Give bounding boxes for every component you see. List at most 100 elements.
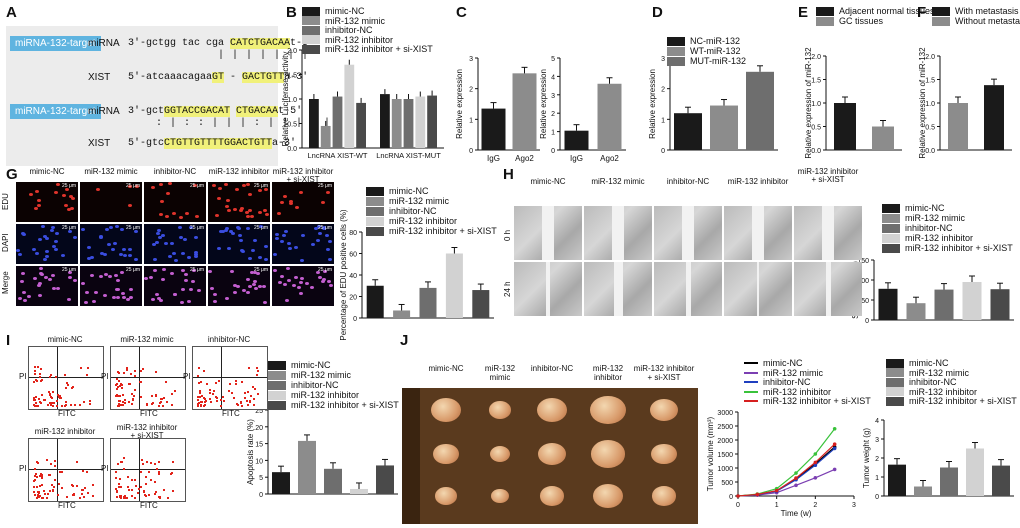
cell-nucleus (103, 293, 108, 297)
cell-nucleus (37, 198, 42, 202)
bar (366, 285, 384, 318)
event-dot (222, 395, 225, 398)
column-header: miR-132 mimic (591, 177, 645, 186)
cell-nucleus (53, 247, 58, 251)
tumor-group-title: mimic-NC (428, 364, 464, 373)
legend-label: miR-132 inhibitor + si-XIST (291, 400, 399, 410)
cell-nucleus (20, 279, 25, 283)
event-dot (197, 366, 200, 369)
cell-nucleus (51, 286, 56, 290)
flow-plot (28, 346, 104, 410)
x-tick-label: 0 (736, 502, 740, 509)
cell-nucleus (184, 279, 189, 283)
legend-entry-h: inhibitor-NC (882, 223, 953, 233)
event-dot (214, 381, 217, 384)
scale-bar-label: 25 μm (190, 267, 204, 273)
cell-nucleus (189, 288, 194, 292)
cell-nucleus (53, 190, 58, 194)
bar (391, 99, 402, 148)
scratch-gap (825, 262, 831, 316)
event-dot (197, 404, 200, 407)
event-dot (123, 399, 126, 402)
cell-nucleus (45, 237, 50, 240)
event-dot (235, 380, 238, 383)
cell-nucleus (232, 291, 237, 295)
legend-entry-g: mimic-NC (366, 186, 429, 196)
event-dot (43, 490, 46, 493)
event-dot (208, 397, 211, 400)
cell-nucleus (168, 182, 173, 186)
event-dot (51, 396, 54, 399)
cell-nucleus (61, 253, 66, 257)
scratch-image (654, 206, 722, 260)
legend-entry-j-bar: inhibitor-NC (886, 377, 957, 387)
event-dot (140, 396, 143, 399)
cell-nucleus (228, 230, 233, 234)
cell-nucleus (262, 300, 267, 304)
event-dot (33, 480, 36, 483)
event-dot (134, 496, 137, 499)
event-dot (253, 397, 256, 400)
y-tick-label: 4 (551, 74, 555, 81)
cell-nucleus (218, 186, 223, 190)
event-dot (40, 402, 43, 404)
event-dot (164, 381, 167, 384)
event-dot (34, 365, 37, 368)
event-dot (117, 400, 120, 403)
event-dot (119, 486, 122, 489)
event-dot (42, 496, 45, 499)
event-dot (228, 389, 231, 392)
event-dot (148, 494, 150, 497)
cell-nucleus (238, 238, 243, 242)
event-dot (134, 374, 137, 377)
cell-nucleus (80, 227, 85, 231)
cell-nucleus (328, 284, 333, 288)
cell-nucleus (322, 270, 327, 274)
event-dot (155, 490, 158, 493)
legend-label: miR-132 inhibitor (325, 34, 394, 45)
y-axis-label: Apoptosis rate (%) (246, 419, 255, 485)
cell-nucleus (224, 296, 229, 300)
cell-nucleus (161, 233, 165, 237)
event-dot (37, 492, 40, 495)
cell-nucleus (225, 204, 230, 208)
event-dot (124, 401, 127, 404)
event-dot (52, 402, 55, 405)
bar (872, 126, 894, 150)
cell-nucleus (282, 234, 287, 238)
bar (427, 95, 437, 148)
tumor (540, 486, 564, 506)
cell-nucleus (157, 297, 162, 301)
cell-nucleus (37, 283, 42, 287)
event-dot (153, 480, 156, 483)
event-dot (65, 386, 68, 389)
event-dot (127, 401, 130, 404)
panel-label-f: F (917, 4, 927, 21)
event-dot (130, 494, 133, 497)
event-dot (153, 463, 156, 466)
scratch-image (514, 206, 582, 260)
cell-nucleus (194, 235, 199, 239)
event-dot (83, 487, 86, 490)
flow-y-label: PI (101, 464, 109, 473)
scale-bar-label: 25 μm (62, 267, 76, 273)
event-dot (170, 472, 173, 475)
bar (990, 289, 1010, 320)
cell-nucleus (285, 298, 290, 302)
event-dot (216, 397, 219, 400)
event-dot (122, 495, 125, 498)
event-dot (198, 401, 201, 404)
y-tick-label: 80 (349, 230, 357, 237)
event-dot (215, 399, 218, 402)
event-dot (219, 398, 222, 401)
event-dot (121, 404, 124, 407)
cell-nucleus (67, 207, 72, 211)
cell-nucleus (191, 268, 196, 272)
cell-nucleus (217, 197, 222, 201)
legend-label: MUT-miR-132 (690, 56, 747, 66)
scratch-gap (682, 206, 694, 260)
event-dot (203, 396, 206, 399)
event-dot (237, 403, 240, 406)
flow-x-label: FITC (58, 409, 76, 418)
pairing-lines-2: : | : : | | | : | | | | | | (156, 118, 346, 129)
